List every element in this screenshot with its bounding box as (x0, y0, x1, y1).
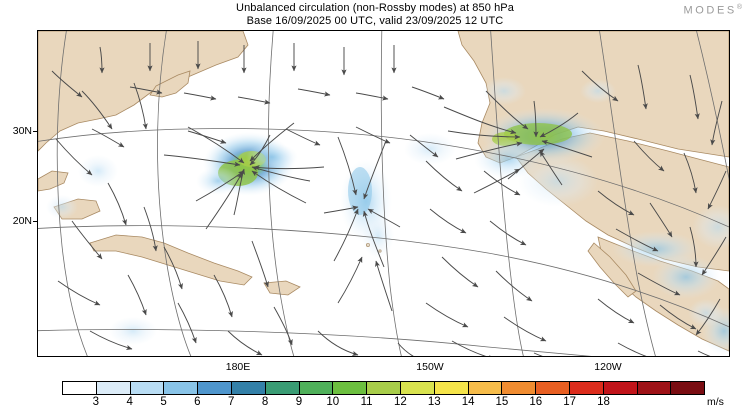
colorbar-segment-1 (96, 382, 131, 394)
mid-pacific-patch (404, 133, 456, 165)
gulf-shading (652, 255, 720, 299)
lat-tick-20n (33, 221, 38, 222)
vortex-outflow-west (196, 167, 240, 195)
aleutian-east (263, 280, 301, 296)
convergence-core (348, 167, 372, 215)
colorbar-segment-10 (400, 382, 435, 394)
meridian-150w (490, 31, 524, 356)
lon-label-150w: 150W (416, 361, 444, 373)
latitude-line-30n (38, 128, 729, 228)
colorbar-segment-4 (198, 382, 232, 394)
colorbar-tick-8: 8 (261, 396, 269, 408)
colorbar-segment-6 (265, 382, 300, 394)
meridian-180 (268, 31, 295, 356)
meridian-165w (380, 31, 402, 356)
southwest-patch (109, 317, 157, 345)
colorbar-segment-11 (434, 382, 469, 394)
colorbar-tick-17: 17 (563, 396, 577, 408)
colorbar-segment-14 (536, 382, 570, 394)
colorbar-segment-2 (130, 382, 165, 394)
latitude-line-20n (38, 225, 729, 328)
baja-california-peninsula (587, 242, 637, 298)
colorbar-tick-11: 11 (360, 396, 373, 408)
latitude-line-10n (38, 329, 592, 356)
colorbar-segment-5 (231, 382, 266, 394)
lat-tick-30n (33, 131, 38, 132)
meridian-120w (696, 31, 729, 181)
northwest-patch (78, 155, 118, 187)
colorbar-tick-13: 13 (427, 396, 441, 408)
lon-label-120w: 120W (594, 361, 622, 373)
alaska-patch (580, 79, 616, 103)
chart-subtitle: Base 16/09/2025 00 UTC, valid 23/09/2025… (246, 15, 504, 27)
chart-title-block: Unbalanced circulation (non-Rossby modes… (0, 2, 750, 28)
colorbar-segment-8 (333, 382, 368, 394)
aleutian-patch (46, 195, 78, 219)
colorbar-segment-3 (164, 382, 199, 394)
colorbar-segment-18 (671, 382, 705, 394)
colorbar (62, 381, 705, 395)
colorbar-segment-0 (63, 382, 97, 394)
lon-label-180e: 180E (225, 361, 251, 373)
coastal-jet-inland (518, 155, 598, 207)
colorbar-tick-10: 10 (326, 396, 340, 408)
aleutian-west (38, 170, 69, 192)
graticule-lines (38, 31, 729, 356)
colorbar-segment-15 (569, 382, 604, 394)
lat-label-30n: 30N (12, 125, 32, 137)
colorbar-segment-13 (502, 382, 537, 394)
colorbar-segment-17 (637, 382, 672, 394)
colorbar-tick-9: 9 (295, 396, 303, 408)
colorbar-tick-16: 16 (529, 396, 543, 408)
registered-mark-icon: ® (736, 4, 742, 11)
colorbar-segment-7 (299, 382, 334, 394)
brand-text: MODES (683, 4, 737, 17)
vortex-outflow-east (246, 143, 298, 171)
page-title: Unbalanced circulation (non-Rossby modes… (236, 2, 514, 14)
north-patch (482, 77, 526, 105)
se-secondary-shading (688, 299, 724, 327)
meridian-135w (599, 31, 656, 356)
map-canvas (38, 31, 729, 356)
colorbar-tick-18: 18 (597, 396, 610, 408)
colorbar-tick-5: 5 (160, 396, 167, 408)
colorbar-tick-6: 6 (194, 396, 201, 408)
colorbar-segment-12 (468, 382, 503, 394)
lat-label-20n: 20N (12, 215, 32, 227)
asia-landmass (38, 31, 249, 152)
colorbar-tick-4: 4 (126, 396, 133, 408)
modes-logo: MODES® (683, 4, 742, 17)
meridian-150e (56, 31, 88, 356)
colorbar-segment-16 (603, 382, 638, 394)
colorbar-tick-12: 12 (394, 396, 407, 408)
colorbar-tick-14: 14 (461, 396, 475, 408)
map-plot-area (37, 30, 730, 357)
colorbar-tick-7: 7 (228, 396, 235, 408)
convergence-tail (362, 214, 394, 258)
colorbar-tick-15: 15 (495, 396, 509, 408)
east-edge-shading (692, 205, 729, 249)
colorbar-units-label: m/s (707, 396, 724, 408)
colorbar-segment-9 (367, 382, 401, 394)
streamline-arrows (51, 40, 727, 356)
colorbar-tick-3: 3 (92, 396, 100, 408)
